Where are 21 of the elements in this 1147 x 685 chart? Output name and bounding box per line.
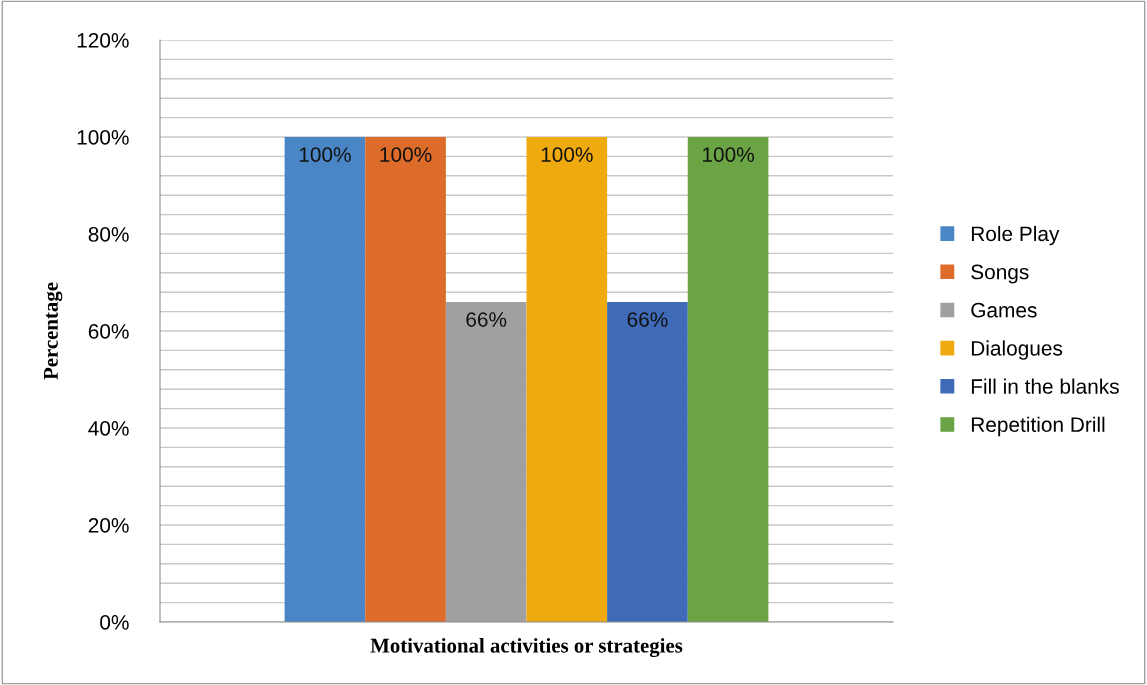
- data-label: 66%: [466, 312, 507, 327]
- data-label: 100%: [380, 147, 432, 162]
- x-axis-title: Motivational activities or strategies: [370, 637, 683, 658]
- data-label: 66%: [627, 312, 668, 327]
- data-label: 100%: [541, 147, 593, 162]
- legend-label: Games: [971, 302, 1037, 318]
- y-tick-label: 20%: [88, 518, 129, 533]
- y-tick-label: 60%: [88, 324, 129, 339]
- y-tick-label: 40%: [88, 421, 129, 436]
- legend-label: Role Play: [971, 225, 1060, 246]
- legend-label: Dialogues: [971, 340, 1063, 360]
- y-tick-label: 100%: [77, 130, 129, 145]
- data-label: 100%: [299, 147, 351, 162]
- y-tick-label: 120%: [77, 33, 129, 48]
- y-axis-title: Percentage: [44, 282, 63, 380]
- y-tick-label: 80%: [88, 227, 129, 242]
- legend-label: Repetition Drill: [971, 416, 1105, 437]
- legend-label: Fill in the blanks: [971, 378, 1119, 394]
- data-label: 100%: [703, 147, 754, 162]
- y-tick-label: 0%: [100, 615, 129, 630]
- legend-label: Songs: [971, 264, 1029, 284]
